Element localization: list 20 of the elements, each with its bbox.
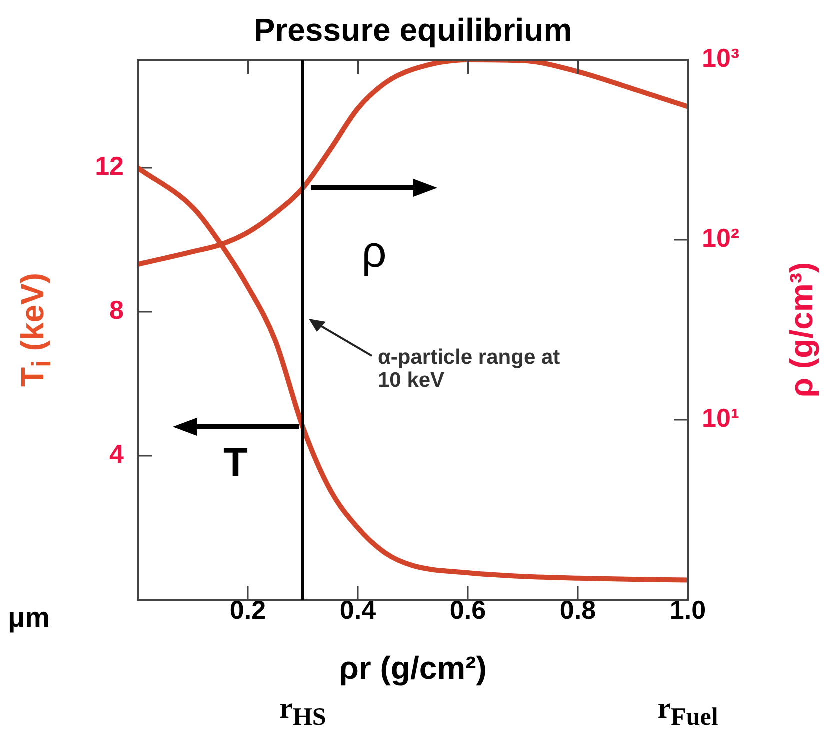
text: r$_{Fuel}$ bbox=[658, 692, 718, 732]
y-tick-label: 4 bbox=[110, 439, 125, 470]
text: r$_{HS}$ bbox=[280, 692, 326, 732]
annotation: α-particle range at 10 keV bbox=[378, 346, 562, 392]
x-tick-label: 1.0 bbox=[670, 594, 706, 625]
text: μm bbox=[8, 602, 50, 634]
x-tick-label: 0.2 bbox=[230, 594, 266, 625]
x-tick-label: 0.4 bbox=[340, 594, 377, 625]
y-tick-label: 12 bbox=[95, 151, 124, 182]
y2-axis-title: ρ (g/cm³) bbox=[784, 262, 820, 398]
x-axis-title: ρr (g/cm²) bbox=[339, 650, 487, 687]
y2-tick-label: 10³ bbox=[702, 43, 740, 74]
series-label: T bbox=[224, 441, 248, 486]
x-tick-label: 0.6 bbox=[450, 594, 486, 625]
y2-tick-label: 10² bbox=[702, 223, 740, 254]
chart-title: Pressure equilibrium bbox=[254, 12, 572, 49]
x-tick-label: 0.8 bbox=[560, 594, 596, 625]
series-label: ρ bbox=[362, 228, 387, 278]
y2-tick-label: 10¹ bbox=[702, 403, 740, 434]
y-tick-label: 8 bbox=[110, 295, 124, 326]
